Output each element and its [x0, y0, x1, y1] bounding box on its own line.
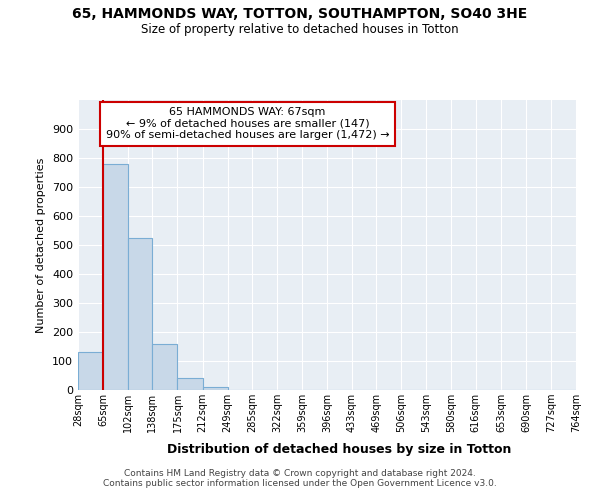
Text: Contains HM Land Registry data © Crown copyright and database right 2024.: Contains HM Land Registry data © Crown c… — [124, 468, 476, 477]
Text: 65, HAMMONDS WAY, TOTTON, SOUTHAMPTON, SO40 3HE: 65, HAMMONDS WAY, TOTTON, SOUTHAMPTON, S… — [73, 8, 527, 22]
Y-axis label: Number of detached properties: Number of detached properties — [37, 158, 46, 332]
Bar — [178, 378, 203, 390]
Text: 65 HAMMONDS WAY: 67sqm
← 9% of detached houses are smaller (147)
90% of semi-det: 65 HAMMONDS WAY: 67sqm ← 9% of detached … — [106, 108, 389, 140]
Bar — [103, 164, 128, 390]
Bar — [78, 352, 103, 390]
Bar — [203, 387, 227, 390]
Text: Size of property relative to detached houses in Totton: Size of property relative to detached ho… — [141, 22, 459, 36]
Bar — [152, 344, 178, 390]
Bar — [128, 238, 152, 390]
Text: Contains public sector information licensed under the Open Government Licence v3: Contains public sector information licen… — [103, 478, 497, 488]
Text: Distribution of detached houses by size in Totton: Distribution of detached houses by size … — [167, 442, 511, 456]
